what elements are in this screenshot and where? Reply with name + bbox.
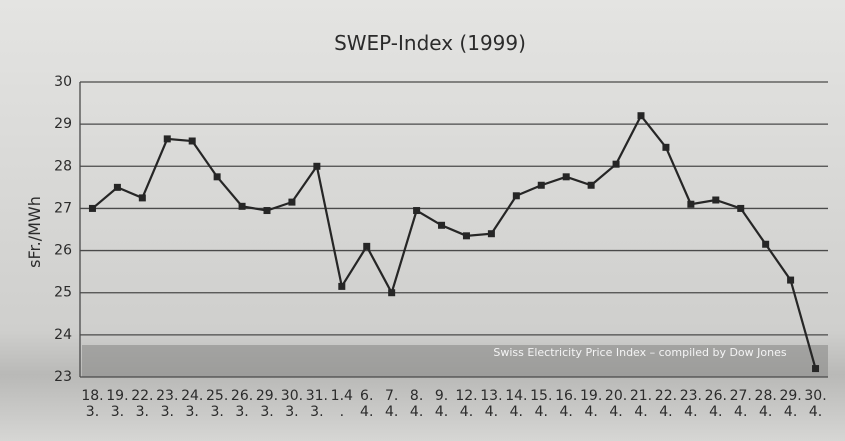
data-point	[588, 182, 595, 189]
y-axis-label: sFr./MWh	[25, 196, 44, 268]
y-tick-label: 29	[54, 116, 72, 132]
x-tick-label: 8.4.	[410, 388, 423, 420]
data-point	[89, 205, 96, 212]
data-point	[538, 182, 545, 189]
x-tick-label: 7.4.	[385, 388, 398, 420]
data-point	[139, 194, 146, 201]
data-point	[737, 205, 744, 212]
data-point	[563, 173, 570, 180]
data-point	[363, 243, 370, 250]
data-point	[638, 112, 645, 119]
y-tick-label: 30	[54, 74, 72, 90]
data-point	[239, 203, 246, 210]
data-point	[613, 161, 620, 168]
data-point	[712, 197, 719, 204]
y-tick-label: 27	[54, 200, 72, 216]
data-point	[413, 207, 420, 214]
x-tick-label: 6.4.	[360, 388, 373, 420]
y-tick-label: 23	[54, 369, 72, 385]
data-point	[164, 135, 171, 142]
y-tick-label: 25	[54, 285, 72, 301]
data-point	[114, 184, 121, 191]
chart-title: SWEP-Index (1999)	[334, 31, 526, 55]
chart: SWEP-Index (1999) sFr./MWh Swiss Electri…	[0, 0, 845, 441]
data-point	[812, 365, 819, 372]
data-point	[214, 173, 221, 180]
data-point	[288, 199, 295, 206]
data-point	[313, 163, 320, 170]
data-point	[787, 277, 794, 284]
data-point	[762, 241, 769, 248]
data-point	[338, 283, 345, 290]
y-tick-label: 24	[54, 327, 72, 343]
data-point	[513, 192, 520, 199]
data-point	[463, 232, 470, 239]
y-tick-label: 28	[54, 158, 72, 174]
data-point	[189, 138, 196, 145]
data-point	[662, 144, 669, 151]
data-point	[388, 289, 395, 296]
x-tick-label: 9.4.	[435, 388, 448, 420]
y-tick-label: 26	[54, 243, 72, 259]
data-point	[488, 230, 495, 237]
data-point	[687, 201, 694, 208]
data-point	[264, 207, 271, 214]
data-point	[438, 222, 445, 229]
annotation: Swiss Electricity Price Index – compiled…	[493, 346, 786, 359]
